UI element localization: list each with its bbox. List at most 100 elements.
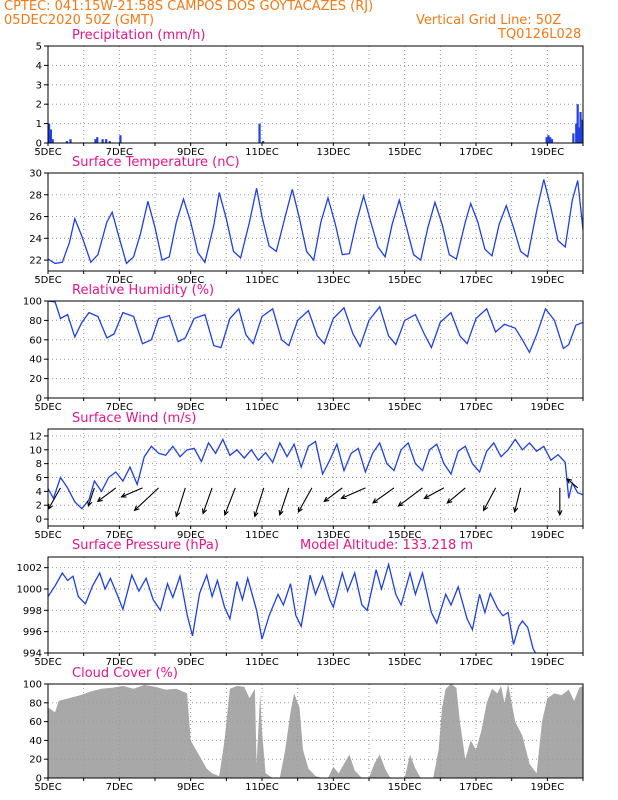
x-tick-label: 5DEC — [34, 402, 61, 413]
x-tick-label: 15DEC — [388, 657, 422, 668]
x-tick-label: 19DEC — [530, 147, 564, 158]
x-tick-label: 15DEC — [388, 147, 422, 158]
series-line — [48, 179, 583, 265]
x-tick-label: 7DEC — [106, 402, 133, 413]
y-tick-label: 80 — [29, 316, 42, 327]
y-tick-label: 4 — [36, 61, 42, 72]
wind-vector-head — [557, 510, 563, 517]
precip-bar — [547, 135, 550, 143]
y-tick-label: 5 — [36, 42, 42, 53]
precip-bar — [49, 129, 52, 143]
precip-bar — [549, 137, 552, 143]
pressure-title: Surface Pressure (hPa) — [72, 538, 219, 553]
cloud-cover-area — [48, 684, 583, 778]
y-tick-label: 40 — [29, 736, 42, 747]
precip-bar — [572, 133, 575, 143]
wind-vector-head — [513, 506, 519, 514]
y-tick-label: 996 — [23, 627, 42, 638]
wind-vector — [87, 487, 95, 507]
wind-vector-head — [201, 508, 207, 515]
x-tick-label: 15DEC — [388, 402, 422, 413]
x-tick-label: 13DEC — [316, 530, 350, 541]
y-tick-label: 2 — [36, 100, 42, 111]
y-tick-label: 998 — [23, 606, 42, 617]
wind-vector-head — [566, 478, 573, 484]
precip-bar — [262, 141, 265, 143]
precip-bar — [65, 141, 69, 143]
x-tick-label: 7DEC — [106, 530, 133, 541]
wind-vector — [446, 487, 466, 504]
wind-title: Surface Wind (m/s) — [72, 411, 197, 426]
x-tick-label: 17DEC — [459, 147, 493, 158]
precip-bar — [581, 119, 584, 143]
precip-bar — [575, 123, 578, 143]
x-tick-label: 9DEC — [177, 657, 204, 668]
x-tick-label: 19DEC — [530, 782, 564, 793]
y-tick-label: 20 — [29, 374, 42, 385]
x-tick-label: 11DEC — [245, 402, 279, 413]
wind-vector — [297, 487, 313, 513]
x-tick-label: 19DEC — [530, 530, 564, 541]
y-tick-label: 1 — [36, 119, 42, 130]
wind-vector — [175, 487, 186, 517]
wind-vector-head — [297, 506, 303, 514]
x-tick-label: 19DEC — [530, 275, 564, 286]
wind-vector — [97, 487, 117, 502]
precip-bar — [101, 139, 104, 143]
wind-vector — [134, 487, 159, 511]
plot-frame — [47, 45, 584, 144]
x-tick-label: 13DEC — [316, 657, 350, 668]
precip-bar — [545, 137, 548, 143]
y-tick-label: 1000 — [17, 585, 42, 596]
precip-title: Precipitation (mm/h) — [72, 28, 206, 43]
plot-frame — [47, 683, 584, 779]
x-tick-label: 15DEC — [388, 275, 422, 286]
y-tick-label: 0 — [36, 139, 42, 150]
y-tick-label: 40 — [29, 355, 42, 366]
x-tick-label: 13DEC — [316, 275, 350, 286]
wind-vector-head — [423, 493, 430, 499]
x-tick-label: 17DEC — [459, 657, 493, 668]
series-line — [48, 301, 583, 354]
wind-vector-head — [223, 509, 229, 517]
wind-vector-head — [278, 509, 284, 517]
wind-vector — [341, 487, 366, 499]
wind-vector-head — [87, 500, 93, 508]
wind-vector-head — [371, 498, 378, 504]
x-tick-label: 7DEC — [106, 275, 133, 286]
x-tick-label: 17DEC — [459, 782, 493, 793]
precip-bar — [69, 139, 72, 143]
y-tick-label: 22 — [29, 256, 42, 267]
x-tick-label: 15DEC — [388, 782, 422, 793]
precip-bar — [578, 127, 581, 143]
x-tick-label: 13DEC — [316, 402, 350, 413]
precip-bar — [108, 141, 111, 143]
x-tick-label: 9DEC — [177, 782, 204, 793]
y-tick-label: 0 — [36, 394, 42, 405]
x-tick-label: 13DEC — [316, 147, 350, 158]
wind-vector-head — [253, 511, 259, 518]
y-tick-label: 60 — [29, 335, 42, 346]
x-tick-label: 5DEC — [34, 657, 61, 668]
wind-vector — [514, 487, 522, 513]
wind-vector — [224, 487, 236, 516]
wind-vector-head — [483, 505, 489, 512]
wind-vector-head — [323, 496, 330, 503]
wind-vector — [398, 487, 423, 507]
precip-bar — [51, 139, 54, 143]
wind-vector-head — [133, 505, 140, 512]
y-tick-label: 100 — [23, 680, 42, 691]
wind-vector-head — [96, 496, 103, 503]
x-tick-label: 5DEC — [34, 530, 61, 541]
y-tick-label: 6 — [36, 473, 42, 484]
wind-vector — [48, 487, 61, 510]
y-tick-label: 26 — [29, 212, 42, 223]
y-tick-label: 60 — [29, 717, 42, 728]
temp-title: Surface Temperature (nC) — [72, 155, 240, 170]
y-tick-label: 8 — [36, 459, 42, 470]
y-tick-label: 100 — [23, 297, 42, 308]
y-tick-label: 4 — [36, 487, 42, 498]
rh-title: Relative Humidity (%) — [72, 283, 215, 298]
wind-vector — [279, 487, 290, 516]
x-tick-label: 5DEC — [34, 147, 61, 158]
